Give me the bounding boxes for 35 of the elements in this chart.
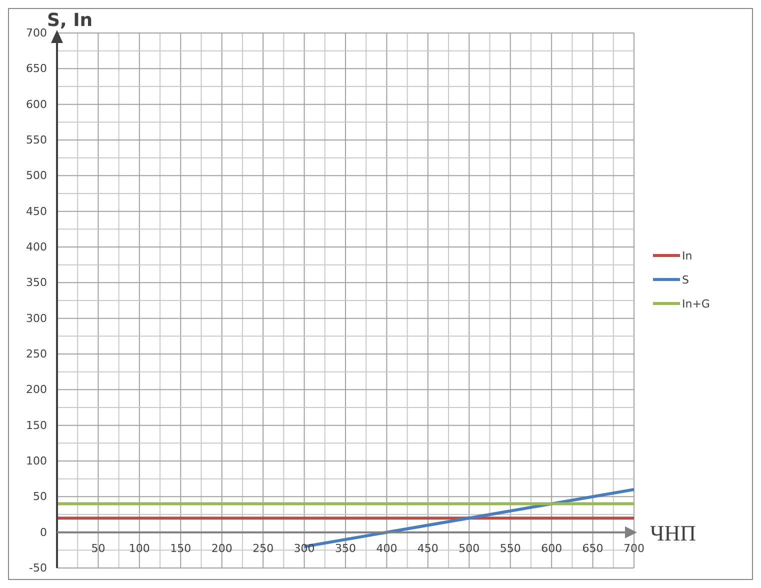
y-tick-label: 350	[26, 276, 47, 290]
x-tick-label: 550	[500, 542, 521, 555]
x-tick-label: 200	[211, 542, 232, 555]
x-tick-label: 600	[541, 542, 562, 555]
y-tick-label: 200	[26, 383, 47, 396]
x-tick-label: 150	[170, 542, 192, 555]
y-tick-label: 100	[26, 454, 47, 468]
x-tick-label: 700	[624, 542, 644, 555]
x-axis-title: ЧНП	[650, 520, 696, 546]
y-tick-label: 600	[26, 98, 47, 111]
y-tick-label: 450	[26, 204, 47, 218]
legend-label: In	[682, 250, 692, 262]
x-tick-label: 100	[128, 542, 150, 555]
x-tick-label: 450	[417, 542, 438, 555]
y-tick-label: 0	[40, 526, 47, 539]
legend-label: S	[682, 274, 689, 286]
y-tick-label: 50	[33, 490, 47, 504]
x-tick-label: 250	[252, 542, 274, 555]
x-tick-label: 500	[458, 542, 480, 555]
y-tick-label: 250	[26, 348, 47, 361]
x-tick-label: 350	[335, 542, 356, 555]
y-tick-label: 300	[26, 312, 47, 325]
y-tick-label: 650	[26, 62, 47, 76]
y-tick-label: 700	[26, 26, 47, 40]
y-axis-title: S, In	[47, 10, 93, 31]
y-tick-label: 550	[26, 134, 47, 147]
x-tick-label: 650	[582, 542, 604, 555]
y-tick-label: 500	[26, 169, 47, 182]
x-tick-label: 300	[294, 542, 315, 555]
x-tick-label: 400	[376, 542, 398, 555]
y-tick-label: 400	[26, 240, 47, 254]
y-tick-label: -50	[29, 562, 47, 575]
x-tick-label: 50	[91, 542, 106, 555]
y-tick-label: 150	[26, 418, 47, 432]
legend-label: In+G	[682, 298, 710, 310]
